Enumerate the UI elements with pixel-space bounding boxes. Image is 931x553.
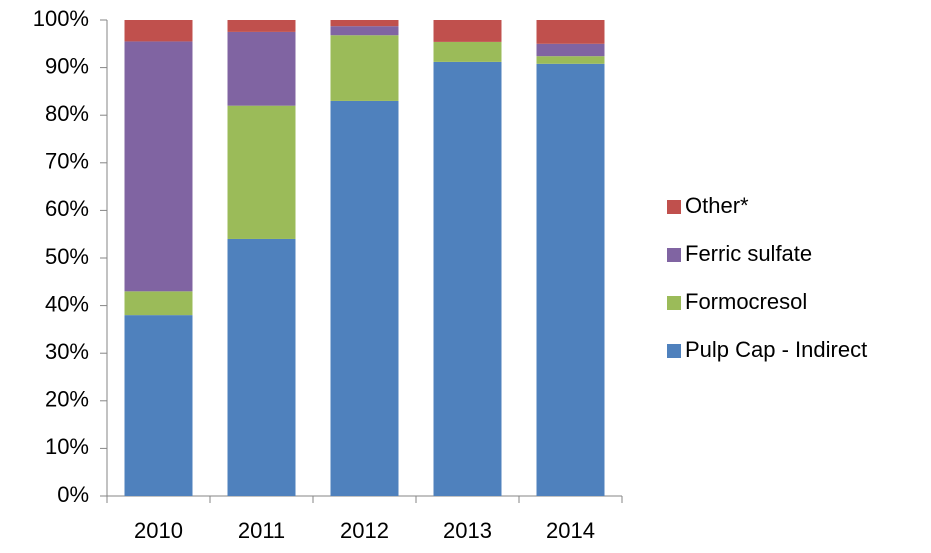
bar-segment (536, 43, 605, 57)
bar-segment (124, 315, 193, 496)
bar-segment (124, 41, 193, 292)
bar-segment (330, 26, 399, 36)
bar-segment (433, 41, 502, 62)
bar-segment (124, 20, 193, 42)
bar-segment (330, 20, 399, 27)
bar-segment (227, 105, 296, 239)
bar-segment (433, 61, 502, 496)
x-tick-label: 2011 (238, 518, 285, 543)
bar-segment (536, 56, 605, 64)
y-tick-label: 60% (45, 196, 89, 221)
legend-swatch (667, 344, 681, 358)
legend-label: Formocresol (685, 289, 807, 314)
legend-label: Pulp Cap - Indirect (685, 337, 867, 362)
bar-segment (433, 20, 502, 42)
legend-swatch (667, 296, 681, 310)
y-tick-label: 40% (45, 291, 89, 316)
y-tick-label: 100% (33, 6, 89, 31)
bar-segment (227, 31, 296, 106)
legend-label: Other* (685, 193, 749, 218)
y-tick-label: 30% (45, 339, 89, 364)
legend-swatch (667, 200, 681, 214)
x-tick-label: 2013 (443, 518, 492, 543)
y-tick-label: 70% (45, 149, 89, 174)
legend-label: Ferric sulfate (685, 241, 812, 266)
bar-segment (330, 100, 399, 497)
x-tick-label: 2010 (134, 518, 183, 543)
y-tick-label: 0% (57, 482, 89, 507)
x-tick-label: 2014 (546, 518, 595, 543)
y-tick-label: 80% (45, 101, 89, 126)
bar-segment (536, 63, 605, 497)
y-tick-label: 10% (45, 434, 89, 459)
bar-segment (124, 291, 193, 316)
y-tick-label: 50% (45, 244, 89, 269)
legend-swatch (667, 248, 681, 262)
y-tick-label: 20% (45, 387, 89, 412)
y-tick-label: 90% (45, 53, 89, 78)
x-tick-label: 2012 (340, 518, 389, 543)
bar-segment (536, 20, 605, 44)
bar-segment (227, 238, 296, 496)
bar-segment (330, 35, 399, 101)
bar-segment (227, 20, 296, 32)
